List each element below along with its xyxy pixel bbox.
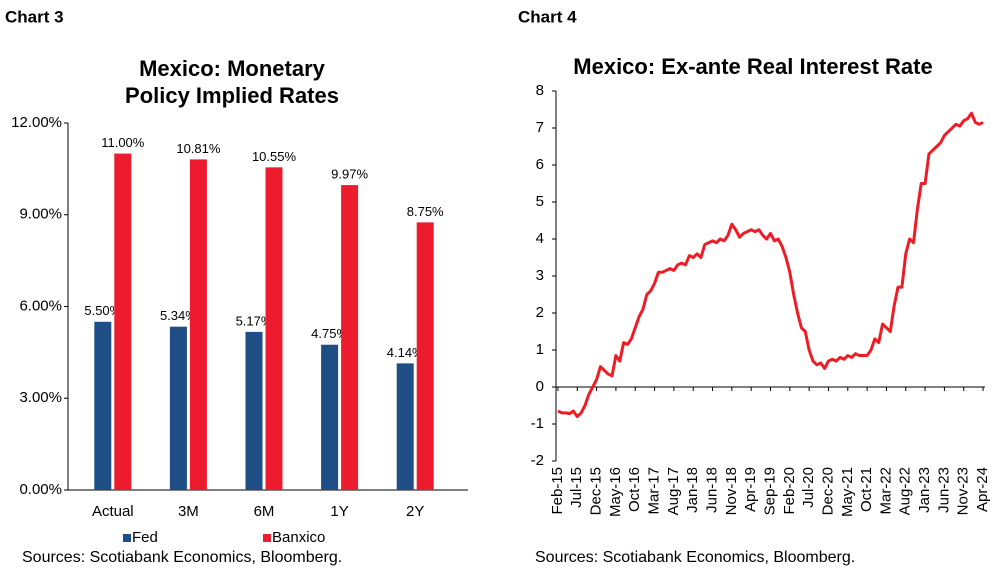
chart-title: Mexico: Monetary [139,56,326,81]
x-tick-label: Jun-18 [703,467,720,513]
data-label: 5.50% [84,303,121,318]
x-tick-label: Nov-18 [723,467,740,515]
x-tick-label: Apr-19 [742,467,759,512]
x-tick-label: 2Y [406,503,424,520]
x-tick-label: Actual [92,503,134,520]
data-label: 5.17% [236,313,273,328]
y-tick-label: 6.00% [19,297,62,314]
x-tick-label: Feb-20 [781,467,798,515]
x-tick-label: Aug-22 [897,467,914,515]
x-tick-label: May-16 [607,467,624,517]
bar [265,167,283,491]
x-tick-label: Aug-17 [665,467,682,515]
bar [114,153,132,491]
x-tick-label: 1Y [330,503,348,520]
source-note: Sources: Scotiabank Economics, Bloomberg… [22,549,342,566]
chart-title: Mexico: Ex-ante Real Interest Rate [573,54,932,79]
legend-label: Banxico [272,529,325,546]
bar [245,331,263,490]
y-tick-label: 5 [536,193,544,210]
x-tick-label: Mar-17 [646,467,663,515]
x-tick-label: Dec-20 [819,467,836,515]
y-tick-label: -2 [531,452,544,469]
x-tick-label: Dec-15 [588,467,605,515]
data-label: 11.00% [101,135,145,150]
x-tick-label: Apr-24 [974,467,991,512]
y-tick-label: 1 [536,341,544,358]
x-tick-label: May-21 [839,467,856,517]
x-tick-label: Oct-16 [626,467,643,512]
x-tick-label: Jan-18 [684,467,701,513]
y-tick-label: 4 [536,230,544,247]
x-tick-label: Jul-15 [568,467,585,508]
y-tick-label: 2 [536,304,544,321]
data-label: 8.75% [407,204,444,219]
x-tick-label: 3M [178,503,199,520]
y-tick-label: 12.00% [11,114,62,131]
bar [396,363,414,490]
y-tick-label: 8 [536,82,544,99]
legend-swatch [123,534,131,542]
y-tick-label: 6 [536,156,544,173]
data-label: 10.81% [176,141,221,156]
legend-label: Fed [132,529,158,546]
source-note: Sources: Scotiabank Economics, Bloomberg… [535,549,855,566]
bar [321,344,339,490]
legend-swatch [263,534,271,542]
y-tick-label: 0 [536,378,544,395]
data-label: 9.97% [331,167,368,182]
y-tick-label: 3.00% [19,389,62,406]
y-tick-label: 9.00% [19,206,62,223]
bar [189,159,207,490]
bar [341,185,359,490]
line-series [557,111,984,419]
chart-heading: Chart 3 [5,7,64,26]
data-label: 4.14% [387,345,424,360]
y-tick-label: -1 [531,415,544,432]
x-tick-label: Jun-23 [935,467,952,513]
y-tick-label: 0.00% [19,481,62,498]
bar [94,321,112,490]
chart-heading: Chart 4 [518,7,577,26]
data-label: 4.75% [311,326,348,341]
x-tick-label: Oct-21 [858,467,875,512]
bar [416,222,434,491]
chart-title: Policy Implied Rates [125,83,339,108]
x-tick-label: Nov-23 [955,467,972,515]
x-tick-label: Sep-19 [761,467,778,515]
data-label: 5.34% [160,308,197,323]
x-tick-label: Mar-22 [877,467,894,515]
x-tick-label: Feb-15 [549,467,566,515]
x-tick-label: Jul-20 [800,467,817,508]
x-tick-label: 6M [254,503,275,520]
y-tick-label: 3 [536,267,544,284]
y-tick-label: 7 [536,119,544,136]
x-tick-label: Jan-23 [916,467,933,513]
bar [169,326,187,490]
data-label: 10.55% [252,149,297,164]
